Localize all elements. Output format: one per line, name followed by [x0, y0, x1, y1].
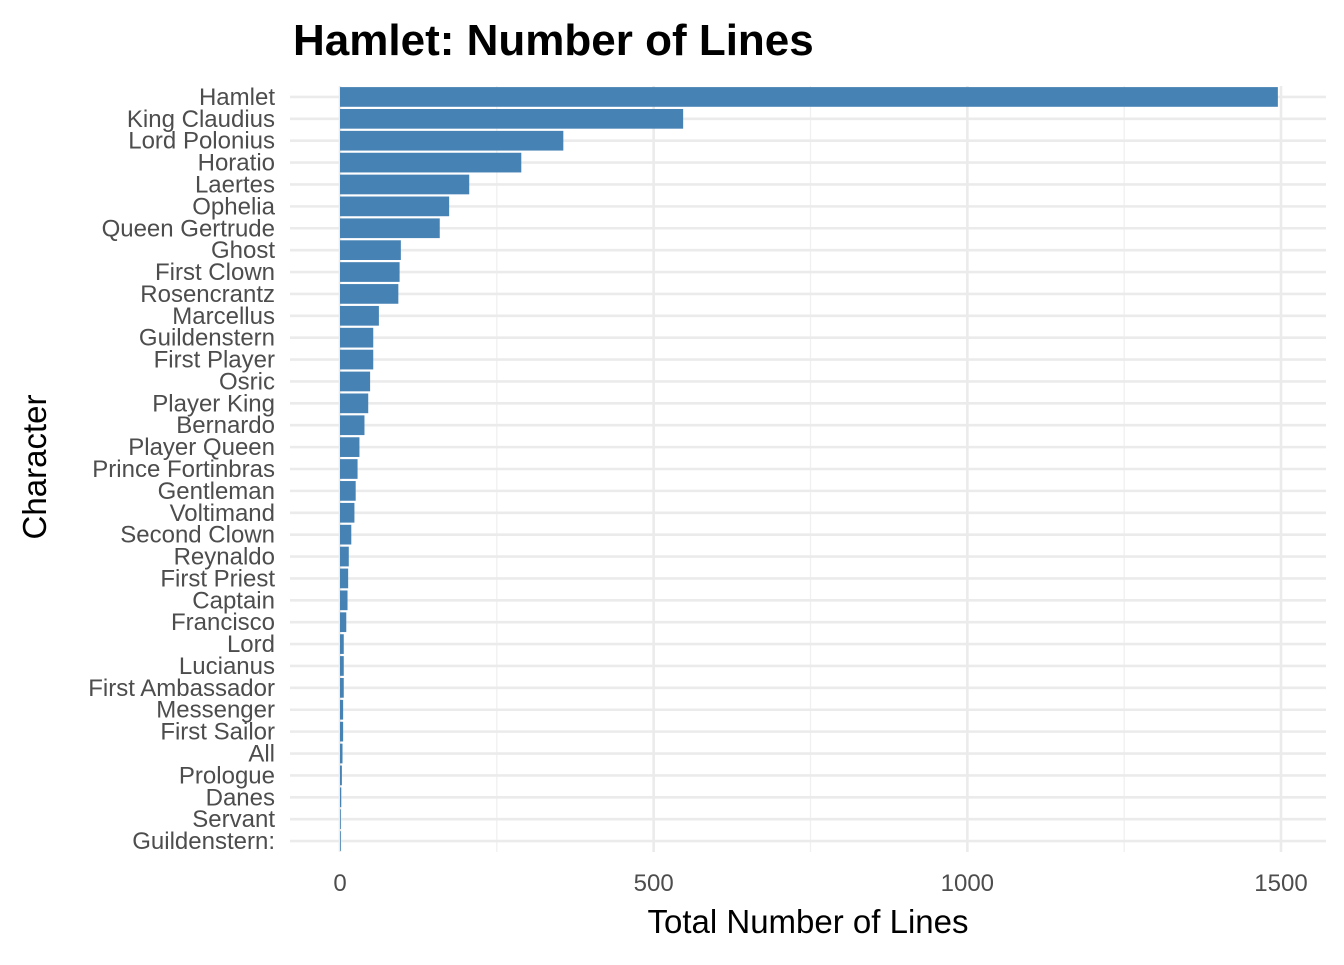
bar: [340, 108, 684, 129]
y-tick-label: Marcellus: [172, 303, 275, 330]
bar: [340, 371, 371, 392]
x-tick-label: 1000: [941, 870, 994, 897]
y-tick-label: Gentleman: [158, 478, 275, 505]
bar: [340, 87, 1278, 107]
bar: [340, 502, 355, 523]
y-tick-label: Messenger: [156, 697, 275, 724]
x-tick-label: 500: [634, 870, 674, 897]
bar: [340, 174, 470, 195]
bar: [340, 524, 352, 545]
bar: [340, 721, 344, 742]
y-tick-label: Captain: [192, 587, 275, 614]
bar: [340, 809, 341, 830]
bar: [340, 218, 440, 239]
x-tick-label: 0: [333, 870, 346, 897]
y-tick-label: Ophelia: [192, 193, 275, 220]
bar: [340, 196, 450, 217]
y-tick-label: Prince Fortinbras: [92, 456, 275, 483]
y-tick-label: First Sailor: [160, 719, 275, 746]
y-tick-label: King Claudius: [127, 106, 275, 133]
y-tick-label: First Clown: [155, 259, 275, 286]
y-tick-label: Laertes: [195, 171, 275, 198]
y-tick-label: Player Queen: [128, 434, 275, 461]
y-tick-label: Guildenstern:: [132, 828, 275, 855]
y-tick-label: Bernardo: [176, 412, 275, 439]
y-tick-label: Player King: [152, 390, 275, 417]
y-tick-label: Voltimand: [170, 500, 275, 527]
bar: [340, 459, 358, 479]
x-tick-label: 1500: [1254, 870, 1307, 897]
bar: [340, 612, 347, 633]
bars: [340, 87, 1278, 851]
y-tick-label: Danes: [206, 784, 275, 811]
y-tick-label: Prologue: [179, 762, 275, 789]
y-tick-label: First Priest: [160, 565, 275, 592]
y-tick-label: First Ambassador: [88, 675, 275, 702]
bar: [340, 831, 341, 851]
y-tick-label: Ghost: [211, 237, 275, 264]
bar: [340, 393, 369, 414]
y-axis-title: Character: [16, 395, 53, 540]
bar: [340, 765, 342, 786]
bar: [340, 481, 356, 501]
y-tick-label: Queen Gertrude: [102, 215, 275, 242]
bar: [340, 634, 344, 654]
bar: [340, 152, 522, 173]
y-tick-label: First Player: [154, 347, 275, 374]
bar: [340, 284, 399, 304]
y-tick-label: Lucianus: [179, 653, 275, 680]
bar: [340, 787, 342, 808]
bar: [340, 240, 401, 260]
y-tick-label: Osric: [219, 368, 275, 395]
chart-title: Hamlet: Number of Lines: [293, 16, 814, 65]
bar: [340, 305, 379, 326]
bar: [340, 590, 348, 611]
bar: [340, 262, 400, 282]
bar: [340, 678, 344, 698]
y-tick-label: Francisco: [171, 609, 275, 636]
y-tick-label: Horatio: [198, 150, 275, 177]
bar: [340, 568, 349, 589]
y-tick-label: Lord: [227, 631, 275, 658]
bar: [340, 415, 365, 436]
y-tick-label: Lord Polonius: [128, 128, 275, 155]
y-tick-label: Servant: [192, 806, 275, 833]
bar: [340, 327, 374, 348]
bar: [340, 656, 344, 676]
x-tick-labels: 0 500 1000 1500: [333, 870, 1307, 897]
x-axis-title: Total Number of Lines: [648, 903, 969, 940]
y-tick-label: Rosencrantz: [140, 281, 275, 308]
y-tick-label: Hamlet: [199, 84, 275, 111]
bar: [340, 130, 564, 151]
bar: [340, 699, 344, 720]
y-tick-label: Reynaldo: [174, 544, 275, 571]
y-tick-label: All: [248, 741, 275, 768]
bar: [340, 437, 360, 457]
bar: [340, 743, 343, 764]
bar: [340, 349, 374, 370]
y-tick-label: Guildenstern: [139, 325, 275, 352]
bar: [340, 546, 349, 567]
y-tick-label: Second Clown: [120, 522, 275, 549]
